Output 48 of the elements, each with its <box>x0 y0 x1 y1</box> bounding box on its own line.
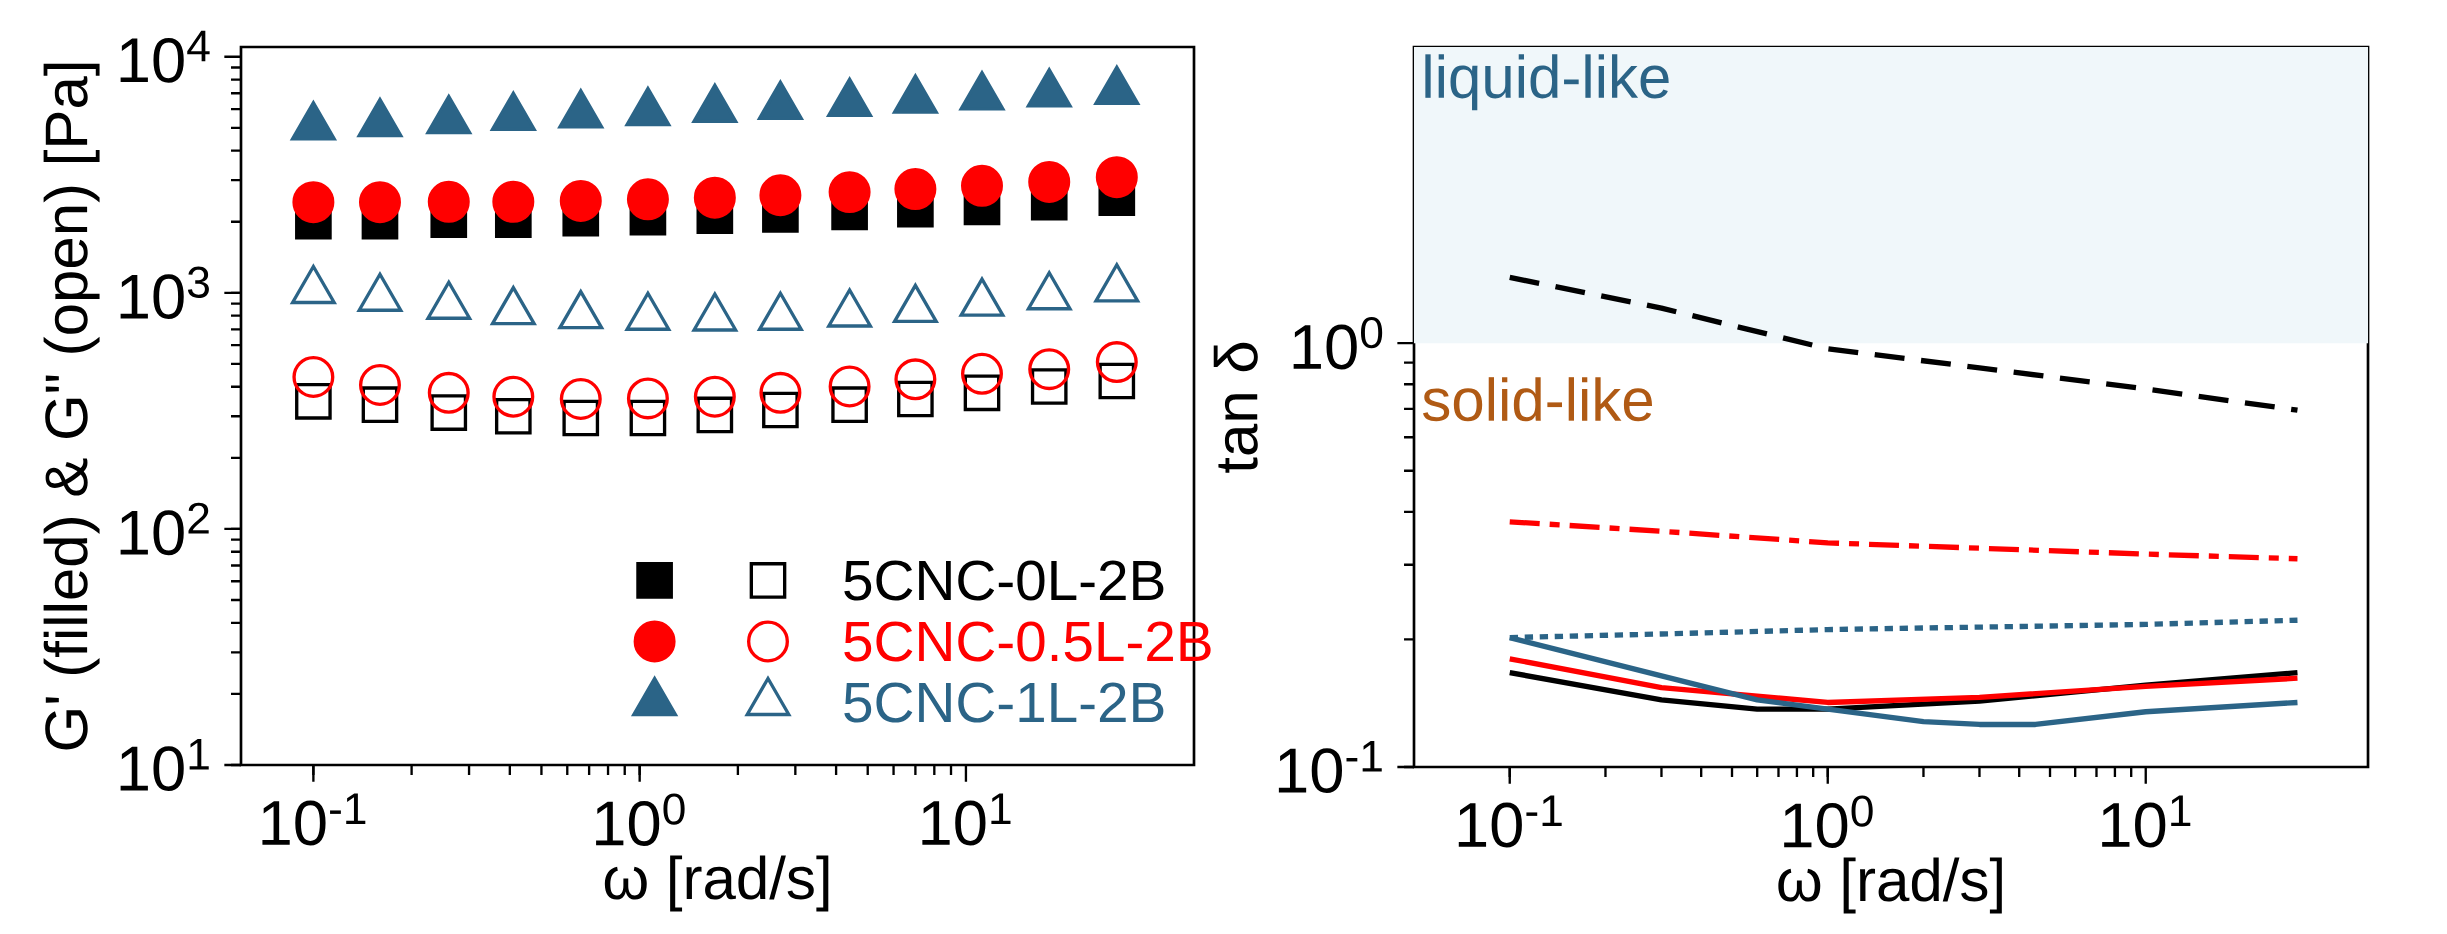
legend-label: 5CNC-0L-2B <box>844 560 1164 601</box>
point <box>1028 348 1071 391</box>
x-axis-title: ω [rad/s] <box>1778 857 2002 914</box>
point <box>828 365 871 408</box>
x-tick-label: 10$^{1}$ <box>2102 795 2191 848</box>
y-axis-title: tan δ <box>1213 342 1258 473</box>
point <box>1028 160 1071 203</box>
point <box>961 352 1003 395</box>
y-tick-label: 10$^{3}$ <box>120 266 209 320</box>
point <box>759 174 802 217</box>
band-label: liquid-like <box>1425 54 1669 111</box>
y-tick-label: 10$^{2}$ <box>120 502 209 556</box>
legend-label: 5CNC-1L-2B <box>844 682 1164 723</box>
y-axis-title: G' (filled) & G" (open) [Pa] <box>43 63 100 750</box>
point <box>1095 156 1138 199</box>
x-axis-title: ω [rad/s] <box>604 855 829 912</box>
point <box>693 375 736 418</box>
x-tick-label: 10$^{1}$ <box>922 793 1011 846</box>
point <box>492 375 535 418</box>
y-tick-label: 10$^{1}$ <box>120 739 209 791</box>
point <box>1095 341 1138 384</box>
point <box>894 358 937 401</box>
point <box>759 371 802 414</box>
point <box>626 178 669 221</box>
point <box>559 378 602 421</box>
point <box>358 363 401 406</box>
point <box>292 355 335 398</box>
x-tick-label: 10$^{0}$ <box>596 793 685 846</box>
point <box>894 168 937 211</box>
point <box>358 181 401 224</box>
y-tick-label: 10$^{4}$ <box>120 30 210 83</box>
point <box>361 386 399 423</box>
point <box>961 164 1003 207</box>
point <box>626 377 669 420</box>
point <box>629 399 667 437</box>
point <box>828 171 871 214</box>
point <box>559 179 602 222</box>
point <box>693 176 736 219</box>
point <box>295 383 332 420</box>
point <box>430 394 468 431</box>
point <box>492 180 535 223</box>
x-tick-label: 10$^{0}$ <box>1784 795 1873 848</box>
point <box>427 180 470 223</box>
point <box>292 181 335 224</box>
x-tick-label: 10$^{-1}$ <box>1458 795 1562 848</box>
x-tick-label: 10$^{-1}$ <box>262 793 366 846</box>
point <box>427 371 470 414</box>
annotation: solid-like <box>1423 377 1653 422</box>
